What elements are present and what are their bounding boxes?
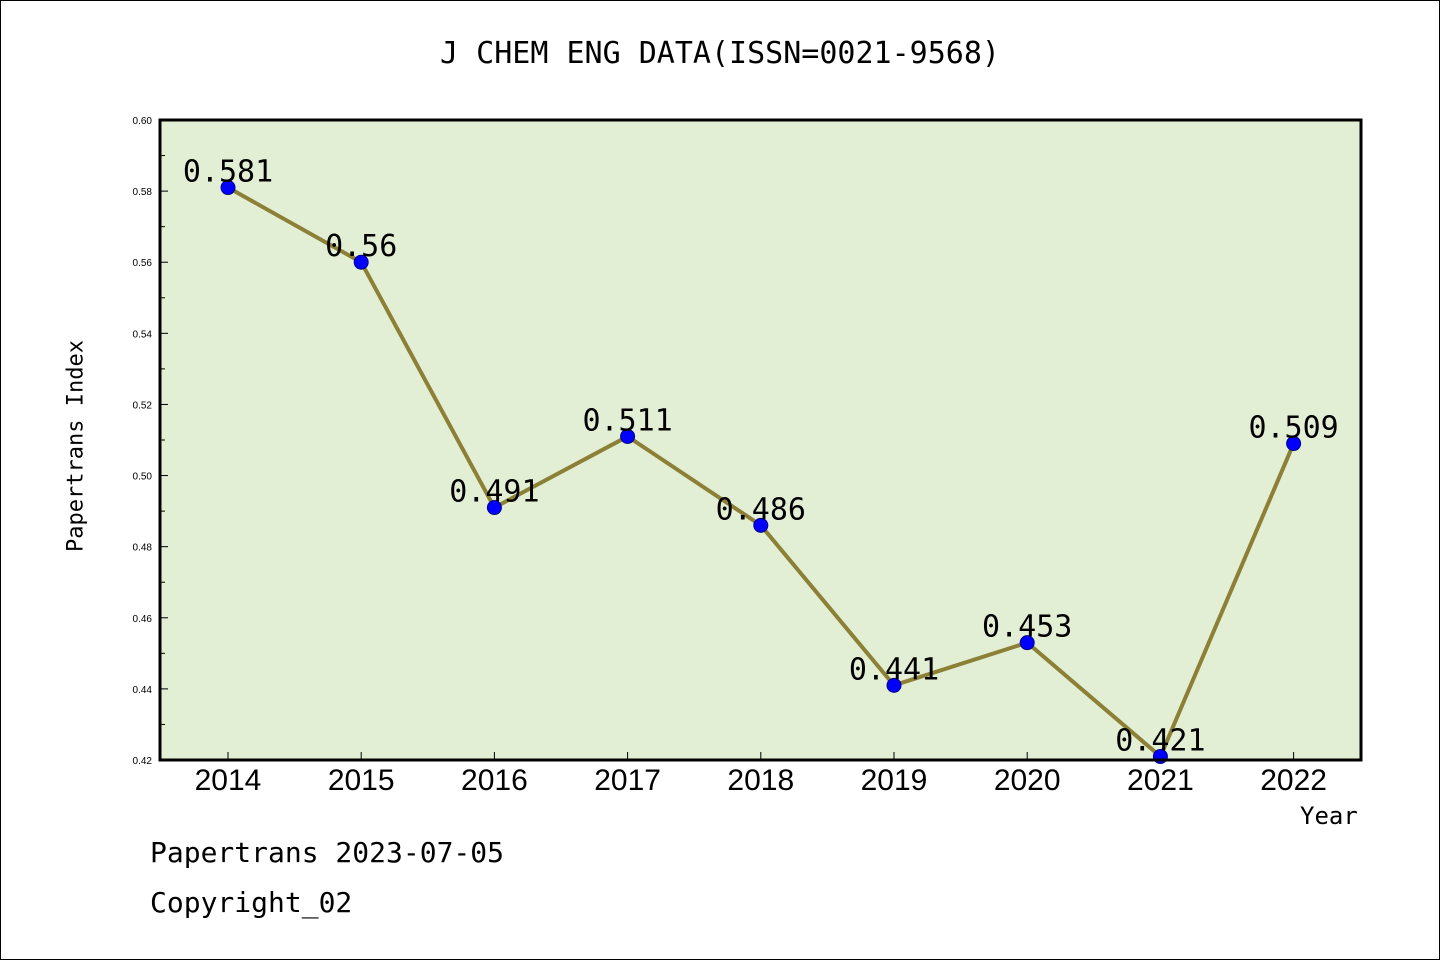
- data-point: [220, 180, 236, 196]
- x-tick-label: 2021: [1127, 764, 1194, 797]
- plot-area: [160, 120, 1361, 760]
- footer-date: Papertrans 2023-07-05: [150, 836, 505, 869]
- x-tick-label: 2019: [861, 764, 928, 797]
- x-tick-label: 2020: [994, 764, 1061, 797]
- data-point: [753, 517, 769, 533]
- y-axis-ticks: 0.42 0.44 0.46 0.48 0.50 0.52 0.54 0.56 0.58 0.60: [133, 116, 168, 767]
- y-tick-label: 0.54: [133, 329, 153, 340]
- y-tick-label: 0.44: [133, 685, 153, 696]
- x-tick-label: 2022: [1260, 764, 1327, 797]
- x-tick-label: 2018: [727, 764, 794, 797]
- x-tick-label: 2016: [461, 764, 528, 797]
- chart-title: J CHEM ENG DATA(ISSN=0021-9568): [440, 36, 1000, 71]
- footer-copyright: Copyright_02: [150, 886, 353, 919]
- data-label: 0.56: [325, 229, 397, 264]
- data-point: [1286, 436, 1302, 452]
- x-tick-label: 2017: [594, 764, 661, 797]
- y-tick-label: 0.48: [133, 543, 153, 554]
- plot-border: [158, 118, 1363, 762]
- data-label: 0.581: [183, 155, 273, 190]
- data-label: 0.453: [982, 610, 1072, 645]
- x-tick-label: 2014: [195, 764, 262, 797]
- data-point: [1019, 635, 1035, 651]
- y-tick-label: 0.58: [133, 187, 153, 198]
- data-point: [486, 500, 502, 516]
- y-tick-label: 0.50: [133, 472, 153, 483]
- data-point: [620, 428, 636, 444]
- data-label: 0.509: [1248, 411, 1338, 446]
- data-point: [886, 677, 902, 693]
- y-tick-label: 0.56: [133, 258, 153, 269]
- y-tick-label: 0.46: [133, 614, 153, 625]
- y-tick-label: 0.60: [133, 116, 153, 127]
- data-label: 0.421: [1115, 723, 1205, 758]
- y-tick-label: 0.42: [133, 756, 153, 767]
- data-label: 0.441: [849, 652, 939, 687]
- data-label: 0.511: [582, 403, 672, 438]
- x-axis-ticks: 2014 2015 2016 2017 2018 2019 2020 2021 2022: [195, 752, 1327, 797]
- data-label: 0.486: [716, 492, 806, 527]
- y-tick-label: 0.52: [133, 400, 153, 411]
- x-tick-label: 2015: [328, 764, 395, 797]
- data-labels: 0.581 0.56 0.491 0.511 0.486 0.441 0.453 0.421 0…: [183, 155, 1339, 759]
- x-axis-label: Year: [1300, 802, 1358, 830]
- data-point: [353, 254, 369, 270]
- data-label: 0.491: [449, 475, 539, 510]
